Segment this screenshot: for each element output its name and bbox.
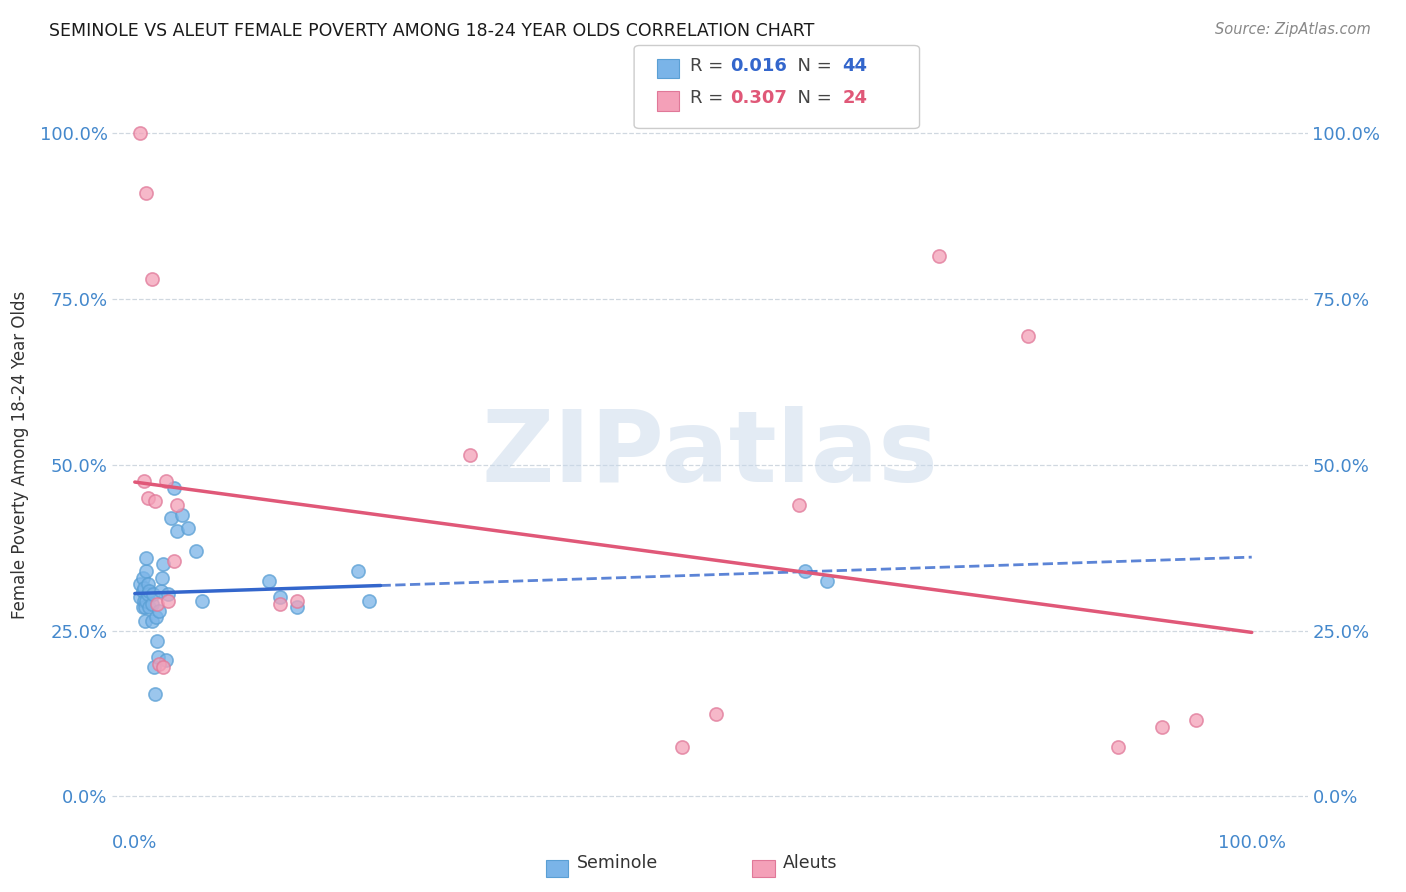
Point <box>143 687 166 701</box>
Point <box>132 594 155 608</box>
Text: N =: N = <box>786 57 838 75</box>
Point <box>141 272 163 286</box>
Point <box>142 660 165 674</box>
Point <box>149 583 172 598</box>
Text: 0.307: 0.307 <box>730 89 786 107</box>
Text: SEMINOLE VS ALEUT FEMALE POVERTY AMONG 18-24 YEAR OLDS CORRELATION CHART: SEMINOLE VS ALEUT FEMALE POVERTY AMONG 1… <box>49 22 814 40</box>
Point <box>136 491 159 505</box>
Point <box>141 614 163 628</box>
Point <box>136 587 159 601</box>
Point <box>134 614 156 628</box>
Point <box>170 508 193 522</box>
Point <box>129 126 152 140</box>
Point <box>145 610 167 624</box>
Point <box>163 481 186 495</box>
Point <box>163 554 186 568</box>
Point <box>157 587 180 601</box>
Point <box>136 577 159 591</box>
Text: Seminole: Seminole <box>576 855 658 872</box>
Text: R =: R = <box>690 57 730 75</box>
Point <box>152 558 174 572</box>
Point <box>177 521 200 535</box>
Text: Source: ZipAtlas.com: Source: ZipAtlas.com <box>1215 22 1371 37</box>
Point <box>142 587 165 601</box>
Point <box>146 597 169 611</box>
Text: 44: 44 <box>842 57 868 75</box>
Point <box>129 577 152 591</box>
Point <box>285 600 308 615</box>
Text: 0.016: 0.016 <box>730 57 786 75</box>
Point <box>1017 328 1039 343</box>
Point <box>166 524 188 538</box>
Point <box>186 544 208 558</box>
Point <box>285 594 308 608</box>
Point <box>257 574 280 588</box>
Point <box>458 448 481 462</box>
Point <box>138 600 160 615</box>
Point <box>150 571 173 585</box>
Point <box>157 594 180 608</box>
Point <box>269 597 291 611</box>
Point <box>132 581 155 595</box>
Point <box>928 249 950 263</box>
Point <box>155 475 177 489</box>
Point <box>359 594 381 608</box>
Point <box>148 604 170 618</box>
Point <box>131 600 153 615</box>
Point <box>135 186 157 200</box>
Point <box>347 564 370 578</box>
Point <box>146 633 169 648</box>
Text: N =: N = <box>786 89 838 107</box>
Point <box>159 511 181 525</box>
Point <box>135 564 157 578</box>
Y-axis label: Female Poverty Among 18-24 Year Olds: Female Poverty Among 18-24 Year Olds <box>10 291 28 619</box>
Point <box>148 650 170 665</box>
Text: ZIPatlas: ZIPatlas <box>482 407 938 503</box>
Point <box>132 475 155 489</box>
Point <box>135 550 157 565</box>
Point <box>152 660 174 674</box>
Point <box>166 498 188 512</box>
Point <box>789 498 811 512</box>
Point <box>1185 713 1208 727</box>
Point <box>148 657 170 671</box>
Point <box>815 574 838 588</box>
Point <box>143 494 166 508</box>
Point <box>135 594 157 608</box>
Point <box>704 706 727 721</box>
Text: R =: R = <box>690 89 730 107</box>
Point <box>1152 720 1174 734</box>
Point <box>141 597 163 611</box>
Point <box>155 653 177 667</box>
Point <box>129 591 152 605</box>
Text: Aleuts: Aleuts <box>783 855 838 872</box>
Point <box>269 591 291 605</box>
Point <box>131 571 153 585</box>
Point <box>671 739 693 754</box>
Point <box>1107 739 1129 754</box>
Point <box>131 583 153 598</box>
Point <box>191 594 214 608</box>
Point <box>794 564 817 578</box>
Point <box>134 600 156 615</box>
Point <box>138 583 160 598</box>
Text: 24: 24 <box>842 89 868 107</box>
